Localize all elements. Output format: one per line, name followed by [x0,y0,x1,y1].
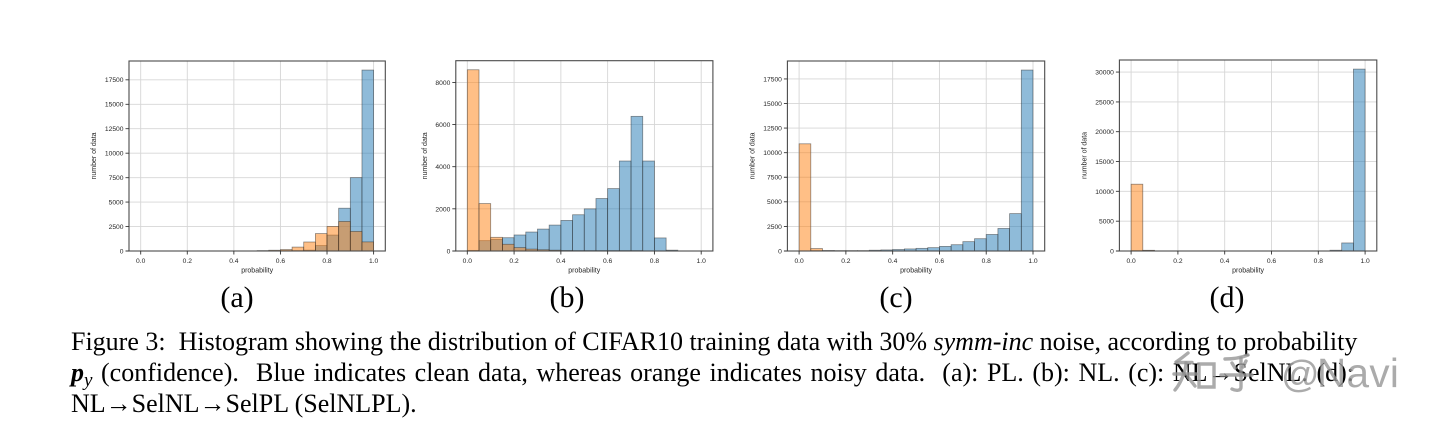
svg-text:0.4: 0.4 [556,258,566,265]
svg-text:0.2: 0.2 [509,258,519,265]
svg-text:15000: 15000 [105,102,124,109]
svg-text:Navi: Navi [1317,350,1399,396]
svg-text:number of data: number of data [422,132,429,179]
svg-text:0.8: 0.8 [982,258,992,265]
svg-text:0.4: 0.4 [1220,258,1230,265]
svg-text:0.0: 0.0 [136,258,146,265]
svg-text:0.2: 0.2 [841,258,851,265]
svg-text:0.2: 0.2 [183,258,193,265]
svg-text:20000: 20000 [1095,129,1114,136]
svg-text:2000: 2000 [435,206,450,213]
svg-text:0.4: 0.4 [229,258,239,265]
svg-text:8000: 8000 [435,80,450,87]
svg-text:0: 0 [120,248,124,255]
svg-text:0.6: 0.6 [603,258,613,265]
svg-text:0.0: 0.0 [463,258,473,265]
svg-text:0: 0 [447,248,451,255]
svg-text:30000: 30000 [1095,69,1114,76]
svg-text:0.0: 0.0 [794,258,804,265]
svg-text:10000: 10000 [1095,189,1114,196]
svg-text:probability: probability [241,268,273,275]
svg-text:5000: 5000 [767,199,782,206]
svg-text:0: 0 [1110,248,1114,255]
svg-text:15000: 15000 [763,101,782,108]
svg-text:5000: 5000 [1099,219,1114,226]
svg-text:number of data: number of data [1081,132,1088,179]
svg-text:17500: 17500 [763,76,782,83]
svg-text:probability: probability [568,268,600,275]
svg-text:1.0: 1.0 [1028,258,1038,265]
svg-text:1.0: 1.0 [1360,258,1370,265]
svg-text:0: 0 [778,248,782,255]
svg-text:0.6: 0.6 [935,258,945,265]
svg-text:probability: probability [1232,268,1264,275]
svg-text:0.2: 0.2 [1173,258,1183,265]
svg-text:7500: 7500 [767,175,782,182]
svg-text:1.0: 1.0 [369,258,379,265]
svg-text:2500: 2500 [109,224,124,231]
svg-text:0.8: 0.8 [1314,258,1324,265]
svg-text:0.4: 0.4 [888,258,898,265]
svg-text:4000: 4000 [435,164,450,171]
svg-text:0.6: 0.6 [276,258,286,265]
svg-text:17500: 17500 [105,77,124,84]
svg-text:25000: 25000 [1095,99,1114,106]
svg-text:probability: probability [900,268,932,275]
svg-text:10000: 10000 [763,150,782,157]
svg-text:15000: 15000 [1095,159,1114,166]
svg-text:0.6: 0.6 [1267,258,1277,265]
svg-text:10000: 10000 [105,151,124,158]
svg-text:0.0: 0.0 [1126,258,1136,265]
svg-text:2500: 2500 [767,224,782,231]
svg-text:number of data: number of data [749,132,756,179]
svg-text:@: @ [1281,354,1320,396]
svg-text:6000: 6000 [435,122,450,129]
svg-text:0.8: 0.8 [650,258,660,265]
svg-text:0.8: 0.8 [322,258,332,265]
svg-text:5000: 5000 [109,199,124,206]
svg-text:1.0: 1.0 [697,258,707,265]
svg-text:12500: 12500 [105,126,124,133]
svg-text:7500: 7500 [109,175,124,182]
svg-text:number of data: number of data [91,132,98,179]
svg-text:12500: 12500 [763,125,782,132]
